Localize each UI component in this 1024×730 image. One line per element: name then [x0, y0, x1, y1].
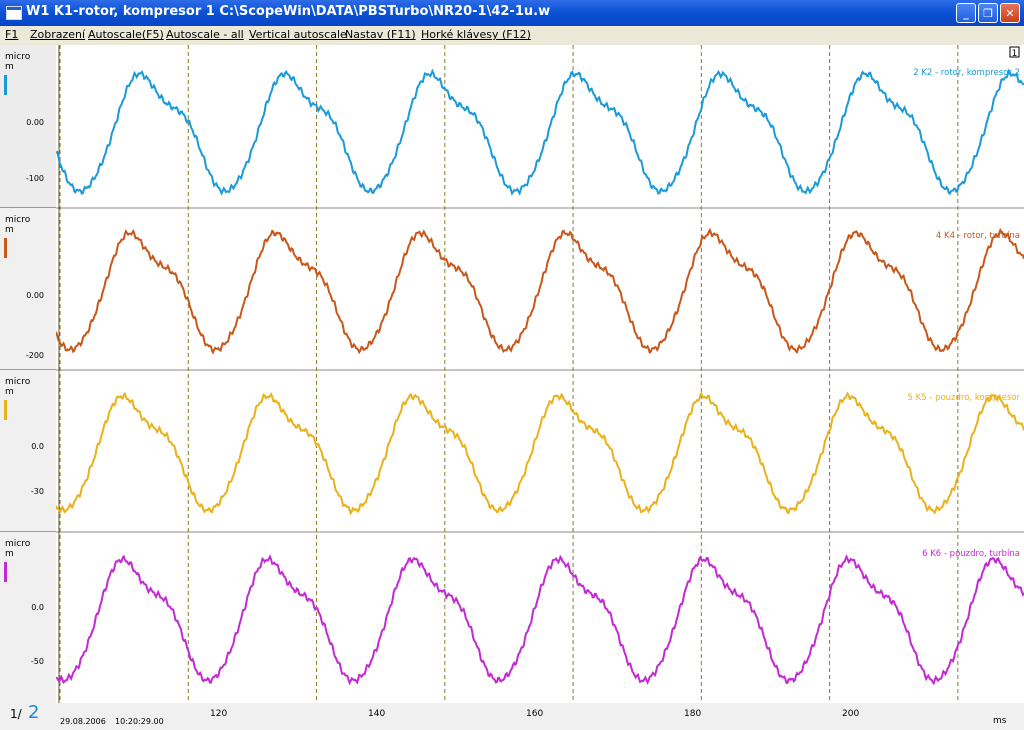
- waveform-plot-area[interactable]: 2 K2 - rotor, kompresor 2 4 K4 - rotor, …: [56, 45, 1024, 703]
- channel-2-unit: micro: [5, 215, 31, 225]
- channel-4-unit: micro: [5, 539, 31, 549]
- minimize-button[interactable]: _: [956, 3, 976, 23]
- channel-2-label[interactable]: micro m 0.00 -200: [0, 208, 56, 370]
- menu-horke-klavesy[interactable]: Horké klávesy (F12): [421, 28, 531, 41]
- channel-4-unit-suffix: m: [5, 549, 14, 559]
- x-tick-120: 120: [210, 709, 228, 719]
- channel-2-unit-suffix: m: [5, 225, 14, 235]
- menu-f1[interactable]: F1: [5, 28, 19, 41]
- channel-4-tick-low: -50: [30, 657, 44, 666]
- series-label-k6: 6 K6 - pouzdro, turbína: [922, 549, 1020, 559]
- menu-zobrazeni[interactable]: Zobrazení: [30, 28, 86, 41]
- channel-1-unit: micro: [5, 52, 31, 62]
- series-label-k2: 2 K2 - rotor, kompresor 2: [913, 68, 1020, 78]
- channel-3-tick-mid: 0.0: [31, 442, 44, 451]
- x-tick-140: 140: [368, 709, 386, 719]
- waveform-series-2: [56, 227, 1024, 355]
- record-time: 10:20:29.00: [115, 717, 164, 726]
- menu-autoscale-all[interactable]: Autoscale - all: [166, 28, 244, 41]
- channel-labels-panel: micro m 0.00 -100 micro m 0.00 -200 micr…: [0, 45, 56, 703]
- cursor-marker-label: 1: [1012, 49, 1018, 59]
- channel-4-label[interactable]: micro m 0.0 -50: [0, 532, 56, 703]
- menu-vertical-autoscale[interactable]: Vertical autoscale: [249, 28, 347, 41]
- series-label-k5: 5 K5 - pouzdro, kompresor: [908, 393, 1021, 403]
- menu-nastav[interactable]: Nastav (F11): [345, 28, 416, 41]
- page-total[interactable]: 2: [28, 702, 40, 723]
- channel-1-unit-suffix: m: [5, 62, 14, 72]
- series-label-k4: 4 K4 - rotor, turbína: [936, 231, 1020, 241]
- plot-background: [56, 45, 1024, 703]
- channel-3-color-swatch: [4, 400, 7, 420]
- channel-4-tick-mid: 0.0: [31, 603, 44, 612]
- channel-3-tick-low: -30: [30, 487, 44, 496]
- waveform-series-3: [56, 391, 1024, 516]
- maximize-button[interactable]: ❒: [978, 3, 998, 23]
- channel-1-tick-mid: 0.00: [26, 118, 44, 127]
- channel-3-label[interactable]: micro m 0.0 -30: [0, 370, 56, 532]
- status-bar: [0, 703, 1024, 730]
- page-number: 1/: [10, 707, 22, 721]
- x-tick-200: 200: [842, 709, 860, 719]
- x-tick-160: 160: [526, 709, 544, 719]
- channel-1-label[interactable]: micro m 0.00 -100: [0, 45, 56, 208]
- channel-4-color-swatch: [4, 562, 7, 582]
- series-layer: [56, 68, 1024, 686]
- waveform-series-4: [56, 554, 1024, 686]
- menu-bar: F1 Zobrazení Autoscale(F5) Autoscale - a…: [0, 26, 1024, 45]
- channel-3-unit: micro: [5, 377, 31, 387]
- channel-3-unit-suffix: m: [5, 387, 14, 397]
- app-icon[interactable]: [6, 6, 22, 20]
- channel-1-tick-low: -100: [25, 174, 44, 183]
- x-axis-unit: ms: [993, 716, 1007, 726]
- close-button[interactable]: ✕: [1000, 3, 1020, 23]
- cursor-marker-box[interactable]: [1009, 46, 1020, 58]
- record-date: 29.08.2006: [60, 717, 106, 726]
- channel-2-tick-mid: 0.00: [26, 291, 44, 300]
- title-bar: W1 K1-rotor, kompresor 1 C:\ScopeWin\DAT…: [0, 0, 1024, 26]
- waveform-series-1: [56, 68, 1024, 196]
- menu-autoscale[interactable]: Autoscale(F5): [88, 28, 164, 41]
- x-tick-180: 180: [684, 709, 702, 719]
- channel-2-color-swatch: [4, 238, 7, 258]
- channel-1-color-swatch: [4, 75, 7, 95]
- window-title: W1 K1-rotor, kompresor 1 C:\ScopeWin\DAT…: [26, 4, 551, 19]
- channel-2-tick-low: -200: [25, 351, 44, 360]
